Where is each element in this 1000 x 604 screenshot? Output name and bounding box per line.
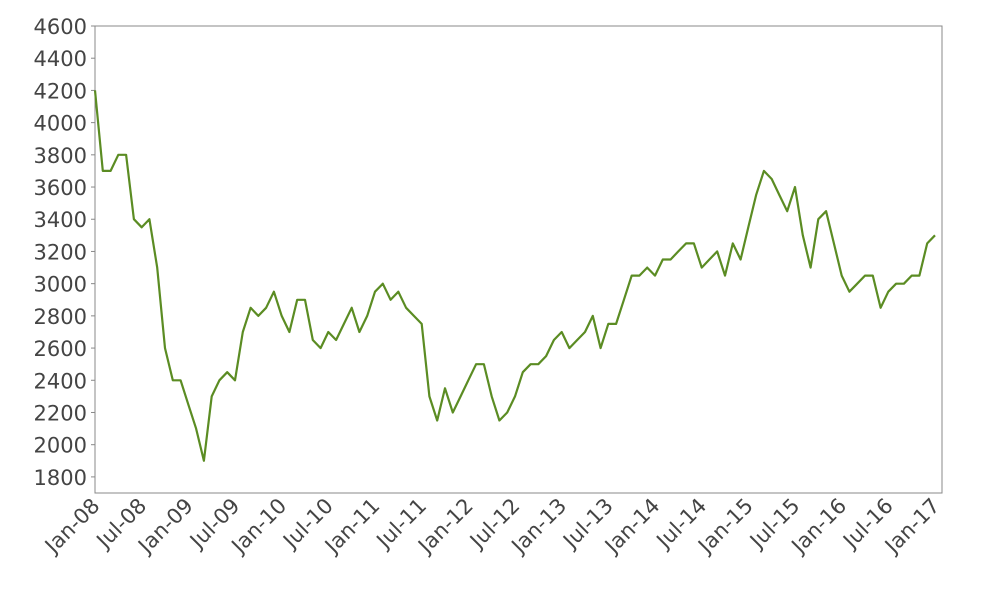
y-tick-label: 2200 xyxy=(34,401,87,425)
y-tick-label: 4000 xyxy=(34,112,87,136)
y-tick-label: 4200 xyxy=(34,79,87,103)
y-tick-label: 3000 xyxy=(34,273,87,297)
y-tick-label: 2800 xyxy=(34,305,87,329)
y-tick-label: 4400 xyxy=(34,47,87,71)
y-tick-label: 3600 xyxy=(34,176,87,200)
x-tick-label: Jan-08 xyxy=(39,494,105,560)
y-tick-label: 2600 xyxy=(34,337,87,361)
y-tick-label: 3800 xyxy=(34,144,87,168)
y-tick-label: 1800 xyxy=(34,466,87,490)
y-tick-label: 3400 xyxy=(34,208,87,232)
plot-frame xyxy=(94,25,943,494)
line xyxy=(93,90,936,462)
y-tick-label: 4600 xyxy=(34,15,87,39)
y-tick-label: 2000 xyxy=(34,434,87,458)
y-tick-label: 3200 xyxy=(34,240,87,264)
y-tick-label: 2400 xyxy=(34,369,87,393)
